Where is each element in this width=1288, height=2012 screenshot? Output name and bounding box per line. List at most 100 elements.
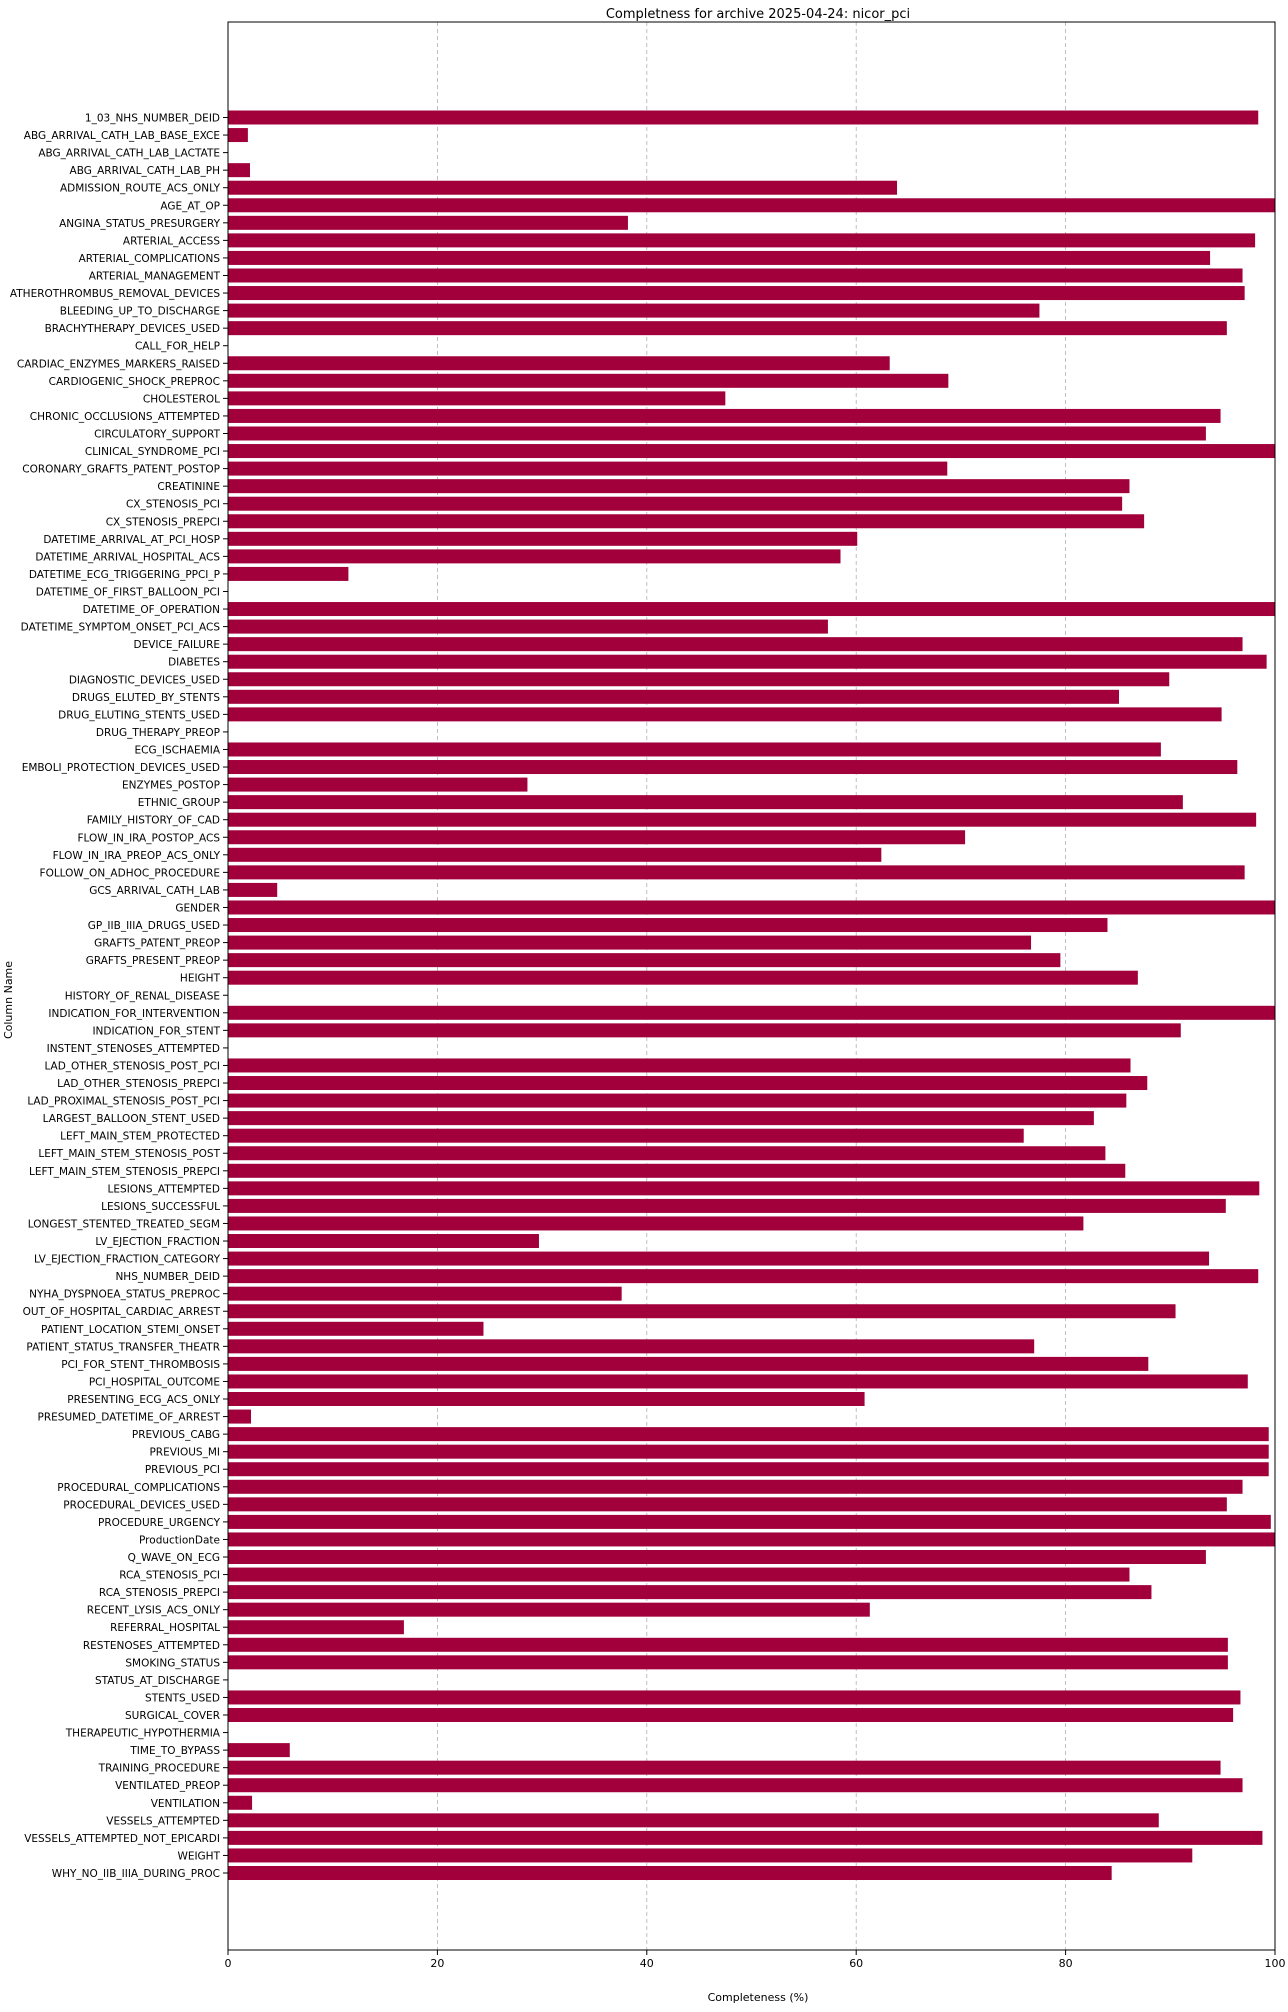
y-tick-label: DATETIME_OF_OPERATION (83, 604, 220, 616)
x-tick-label: 100 (1265, 1957, 1286, 1970)
y-tick-label: DEVICE_FAILURE (133, 639, 220, 651)
bar (228, 373, 949, 388)
y-tick-label: ETHNIC_GROUP (138, 797, 220, 809)
y-tick-label: CREATININE (157, 481, 220, 493)
bar (228, 812, 1257, 827)
y-tick-label: LONGEST_STENTED_TREATED_SEGM (28, 1218, 220, 1230)
bar (228, 1374, 1248, 1389)
bar (228, 1813, 1159, 1828)
bar (228, 110, 1259, 125)
y-tick-label: CIRCULATORY_SUPPORT (94, 428, 220, 440)
bar (228, 391, 726, 406)
x-tick-labels: 0 20 40 60 80 100 (225, 1950, 1286, 1970)
bar (228, 1778, 1243, 1793)
y-tick-label: LV_EJECTION_FRACTION_CATEGORY (34, 1254, 221, 1266)
y-tick-label: DRUG_THERAPY_PREOP (96, 727, 220, 739)
y-tick-label: INDICATION_FOR_INTERVENTION (48, 1008, 220, 1020)
y-tick-label: LAD_PROXIMAL_STENOSIS_POST_PCI (27, 1096, 220, 1108)
bar (228, 707, 1222, 722)
bar (228, 1708, 1234, 1722)
bars (228, 110, 1275, 1880)
bar (228, 1269, 1259, 1284)
y-tick-label: PREVIOUS_MI (149, 1447, 220, 1459)
bar (228, 1795, 253, 1810)
bar (228, 1321, 484, 1336)
y-tick-label: BLEEDING_UP_TO_DISCHARGE (60, 306, 220, 318)
bar (228, 1146, 1106, 1161)
y-tick-label: NHS_NUMBER_DEID (115, 1271, 220, 1283)
bar (228, 356, 890, 371)
y-tick-label: ARTERIAL_COMPLICATIONS (79, 253, 221, 265)
y-tick-label: CARDIAC_ENZYMES_MARKERS_RAISED (17, 358, 220, 370)
bar (228, 1286, 622, 1301)
bar (228, 426, 1206, 441)
bar (228, 1251, 1210, 1266)
bar (228, 637, 1243, 652)
y-tick-label: ENZYMES_POSTOP (122, 780, 220, 792)
y-tick-label: ARTERIAL_ACCESS (123, 235, 220, 247)
y-tick-label: ABG_ARRIVAL_CATH_LAB_LACTATE (38, 148, 220, 160)
y-tick-label: DRUGS_ELUTED_BY_STENTS (72, 692, 220, 704)
y-tick-label: CHRONIC_OCCLUSIONS_ATTEMPTED (30, 411, 220, 423)
bar (228, 1866, 1112, 1880)
bar (228, 1620, 404, 1635)
y-tick-label: CHOLESTEROL (143, 393, 220, 405)
x-tick-label: 60 (849, 1957, 863, 1970)
y-tick-label: PREVIOUS_PCI (145, 1464, 220, 1476)
bar (228, 1111, 1094, 1126)
bar (228, 180, 898, 195)
bar (228, 233, 1256, 248)
y-tick-label: 1_03_NHS_NUMBER_DEID (85, 113, 220, 125)
bar (228, 163, 250, 178)
y-tick-label: Q_WAVE_ON_ECG (128, 1552, 220, 1564)
y-tick-label: CLINICAL_SYNDROME_PCI (85, 446, 220, 458)
y-tick-label: CX_STENOSIS_PCI (126, 499, 220, 511)
y-tick-label: SMOKING_STATUS (125, 1657, 220, 1669)
bar (228, 1602, 870, 1617)
bar (228, 689, 1119, 704)
bar (228, 514, 1145, 529)
bar (228, 882, 278, 897)
bar (228, 496, 1123, 511)
y-tick-label: INDICATION_FOR_STENT (92, 1025, 220, 1037)
y-tick-label: ABG_ARRIVAL_CATH_LAB_PH (70, 165, 220, 177)
y-tick-label: LAD_OTHER_STENOSIS_POST_PCI (44, 1060, 220, 1072)
y-axis-label: Column Name (2, 961, 15, 1039)
y-tick-label: DATETIME_OF_FIRST_BALLOON_PCI (36, 586, 220, 598)
y-tick-label: TRAINING_PROCEDURE (98, 1763, 220, 1775)
bar (228, 654, 1267, 669)
bar (228, 1655, 1228, 1670)
bar (228, 1514, 1271, 1529)
y-tick-label: DATETIME_SYMPTOM_ONSET_PCI_ACS (21, 622, 221, 634)
y-tick-label: WHY_NO_IIB_IIIA_DURING_PROC (52, 1868, 220, 1880)
y-tick-label: PROCEDURE_URGENCY (98, 1517, 221, 1529)
y-tick-label: NYHA_DYSPNOEA_STATUS_PREPROC (29, 1289, 220, 1301)
bar (228, 1093, 1127, 1108)
y-tick-label: CARDIOGENIC_SHOCK_PREPROC (49, 376, 220, 388)
bar (228, 303, 1040, 318)
y-tick-label: OUT_OF_HOSPITAL_CARDIAC_ARREST (23, 1306, 221, 1318)
bar (228, 1163, 1126, 1178)
y-tick-label: INSTENT_STENOSES_ATTEMPTED (47, 1043, 220, 1055)
y-tick-label: ProductionDate (139, 1534, 220, 1546)
bar (228, 444, 1275, 459)
y-tick-label: WEIGHT (177, 1850, 220, 1862)
bar (228, 777, 528, 792)
y-tick-label: FLOW_IN_IRA_POSTOP_ACS (77, 832, 220, 844)
y-tick-label: ANGINA_STATUS_PRESURGERY (59, 218, 221, 230)
chart-title: Completness for archive 2025-04-24: nico… (606, 7, 910, 22)
bar (228, 1427, 1269, 1442)
bar (228, 461, 948, 476)
y-tick-label: VESSELS_ATTEMPTED_NOT_EPICARDI (24, 1833, 220, 1845)
y-tick-label: ECG_ISCHAEMIA (135, 744, 221, 756)
y-tick-label: GRAFTS_PATENT_PREOP (94, 938, 220, 950)
x-tick-label: 40 (640, 1957, 654, 1970)
bar (228, 602, 1275, 617)
grid-lines (436, 22, 1066, 1950)
y-tick-label: SURGICAL_COVER (125, 1710, 220, 1722)
bar (228, 1462, 1269, 1477)
y-tick-label: EMBOLI_PROTECTION_DEVICES_USED (22, 762, 220, 774)
bar (228, 1637, 1228, 1652)
